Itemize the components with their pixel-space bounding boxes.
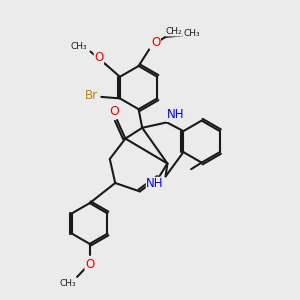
Text: O: O [85,258,94,271]
Text: CH₂: CH₂ [166,27,182,36]
Text: CH₃: CH₃ [183,28,200,38]
Text: O: O [94,51,104,64]
Text: Br: Br [85,89,98,102]
Text: NH: NH [167,108,184,122]
Text: CH₃: CH₃ [71,42,87,51]
Text: NH: NH [146,177,164,190]
Text: O: O [110,105,119,118]
Text: CH₃: CH₃ [59,279,76,288]
Text: O: O [151,36,160,50]
